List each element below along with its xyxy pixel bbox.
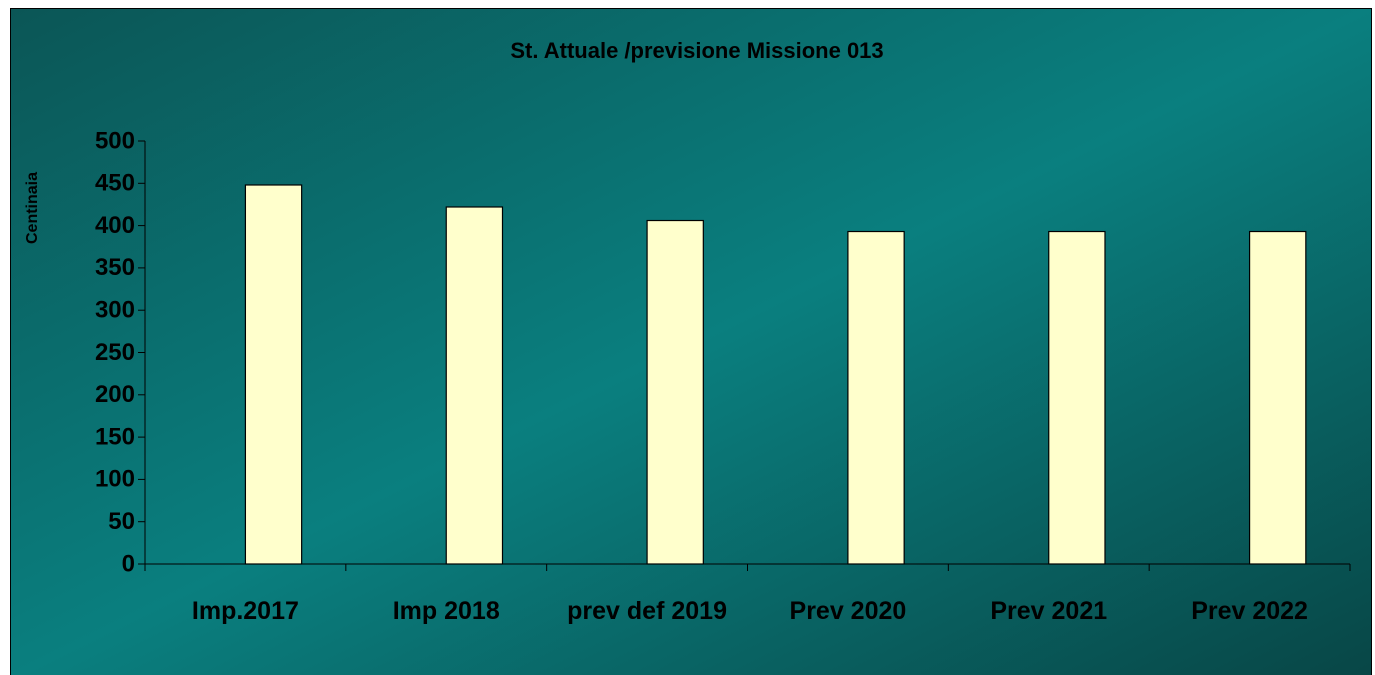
x-tick-label: prev def 2019 xyxy=(567,597,727,625)
bar xyxy=(646,219,704,565)
y-tick-label: 350 xyxy=(95,254,135,281)
y-tick-label: 500 xyxy=(95,127,135,154)
y-tick-label: 250 xyxy=(95,339,135,366)
bar xyxy=(1248,230,1307,565)
x-tick-label: Imp 2018 xyxy=(392,597,500,625)
y-tick-label: 0 xyxy=(122,550,135,577)
x-tick-label: Prev 2021 xyxy=(990,597,1108,625)
chart-title: St. Attuale /previsione Missione 013 xyxy=(510,38,883,63)
bar xyxy=(847,230,905,565)
x-tick-label: Imp.2017 xyxy=(191,597,299,625)
y-tick-label: 450 xyxy=(95,170,135,197)
bar xyxy=(244,184,303,565)
y-tick-label: 300 xyxy=(95,297,135,324)
y-tick-label: 50 xyxy=(108,508,135,535)
bar xyxy=(445,206,504,565)
bar xyxy=(1048,230,1106,565)
y-tick-label: 200 xyxy=(95,381,135,408)
x-tick-label: Prev 2022 xyxy=(1191,597,1308,625)
y-tick-label: 400 xyxy=(95,212,135,239)
x-tick-label: Prev 2020 xyxy=(789,597,907,625)
y-tick-label: 100 xyxy=(95,466,135,493)
y-tick-label: 150 xyxy=(95,423,135,450)
y-axis-label: Centinaia xyxy=(24,172,41,244)
